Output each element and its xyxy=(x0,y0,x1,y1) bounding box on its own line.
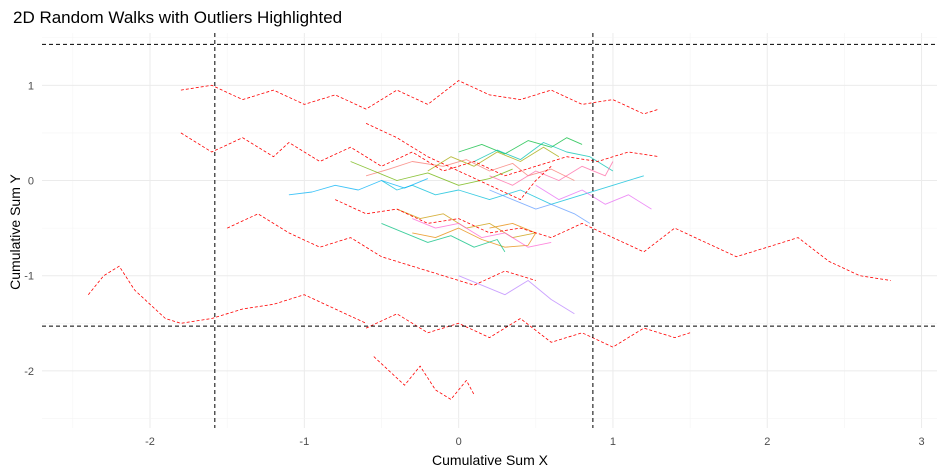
y-tick-label: 1 xyxy=(28,80,34,92)
x-tick-label: 1 xyxy=(610,436,616,448)
walk-line xyxy=(412,222,537,248)
threshold-lines xyxy=(42,33,937,428)
walk-line xyxy=(489,161,614,186)
y-tick-label: 0 xyxy=(28,176,34,188)
chart-title: 2D Random Walks with Outliers Highlighte… xyxy=(13,8,342,27)
y-tick-label: -1 xyxy=(24,271,34,283)
x-axis-label: Cumulative Sum X xyxy=(432,452,549,468)
x-tick-labels: -2 -1 0 1 2 3 xyxy=(145,436,925,448)
y-tick-labels: -2 -1 0 1 xyxy=(24,80,34,378)
outlier-walk-line xyxy=(365,123,552,201)
y-tick-label: -2 xyxy=(24,366,34,378)
outlier-walk-line xyxy=(180,132,660,177)
outlier-walk-line xyxy=(180,80,660,115)
outlier-walk-line xyxy=(335,199,891,281)
walk-line xyxy=(535,184,652,210)
outlier-walk-line xyxy=(227,213,536,286)
x-tick-label: -2 xyxy=(145,436,155,448)
walk-line xyxy=(381,222,506,253)
outlier-walk-line xyxy=(365,313,691,348)
walk-line xyxy=(458,275,575,315)
walk-line xyxy=(427,146,560,172)
gridlines xyxy=(42,33,937,428)
x-tick-label: -1 xyxy=(299,436,309,448)
walk-line xyxy=(489,189,591,224)
walk-line xyxy=(473,142,614,172)
x-tick-label: 3 xyxy=(919,436,925,448)
x-tick-label: 0 xyxy=(456,436,462,448)
outlier-walk-line xyxy=(87,265,367,324)
walk-line xyxy=(288,178,428,196)
y-axis-label: Cumulative Sum Y xyxy=(7,174,23,290)
x-tick-label: 2 xyxy=(764,436,770,448)
outlier-walk-line xyxy=(373,356,475,400)
walk-line xyxy=(458,137,583,155)
walk-line xyxy=(412,218,552,248)
series-group xyxy=(87,80,891,400)
walk-line xyxy=(350,161,513,186)
walk-line xyxy=(396,208,536,239)
